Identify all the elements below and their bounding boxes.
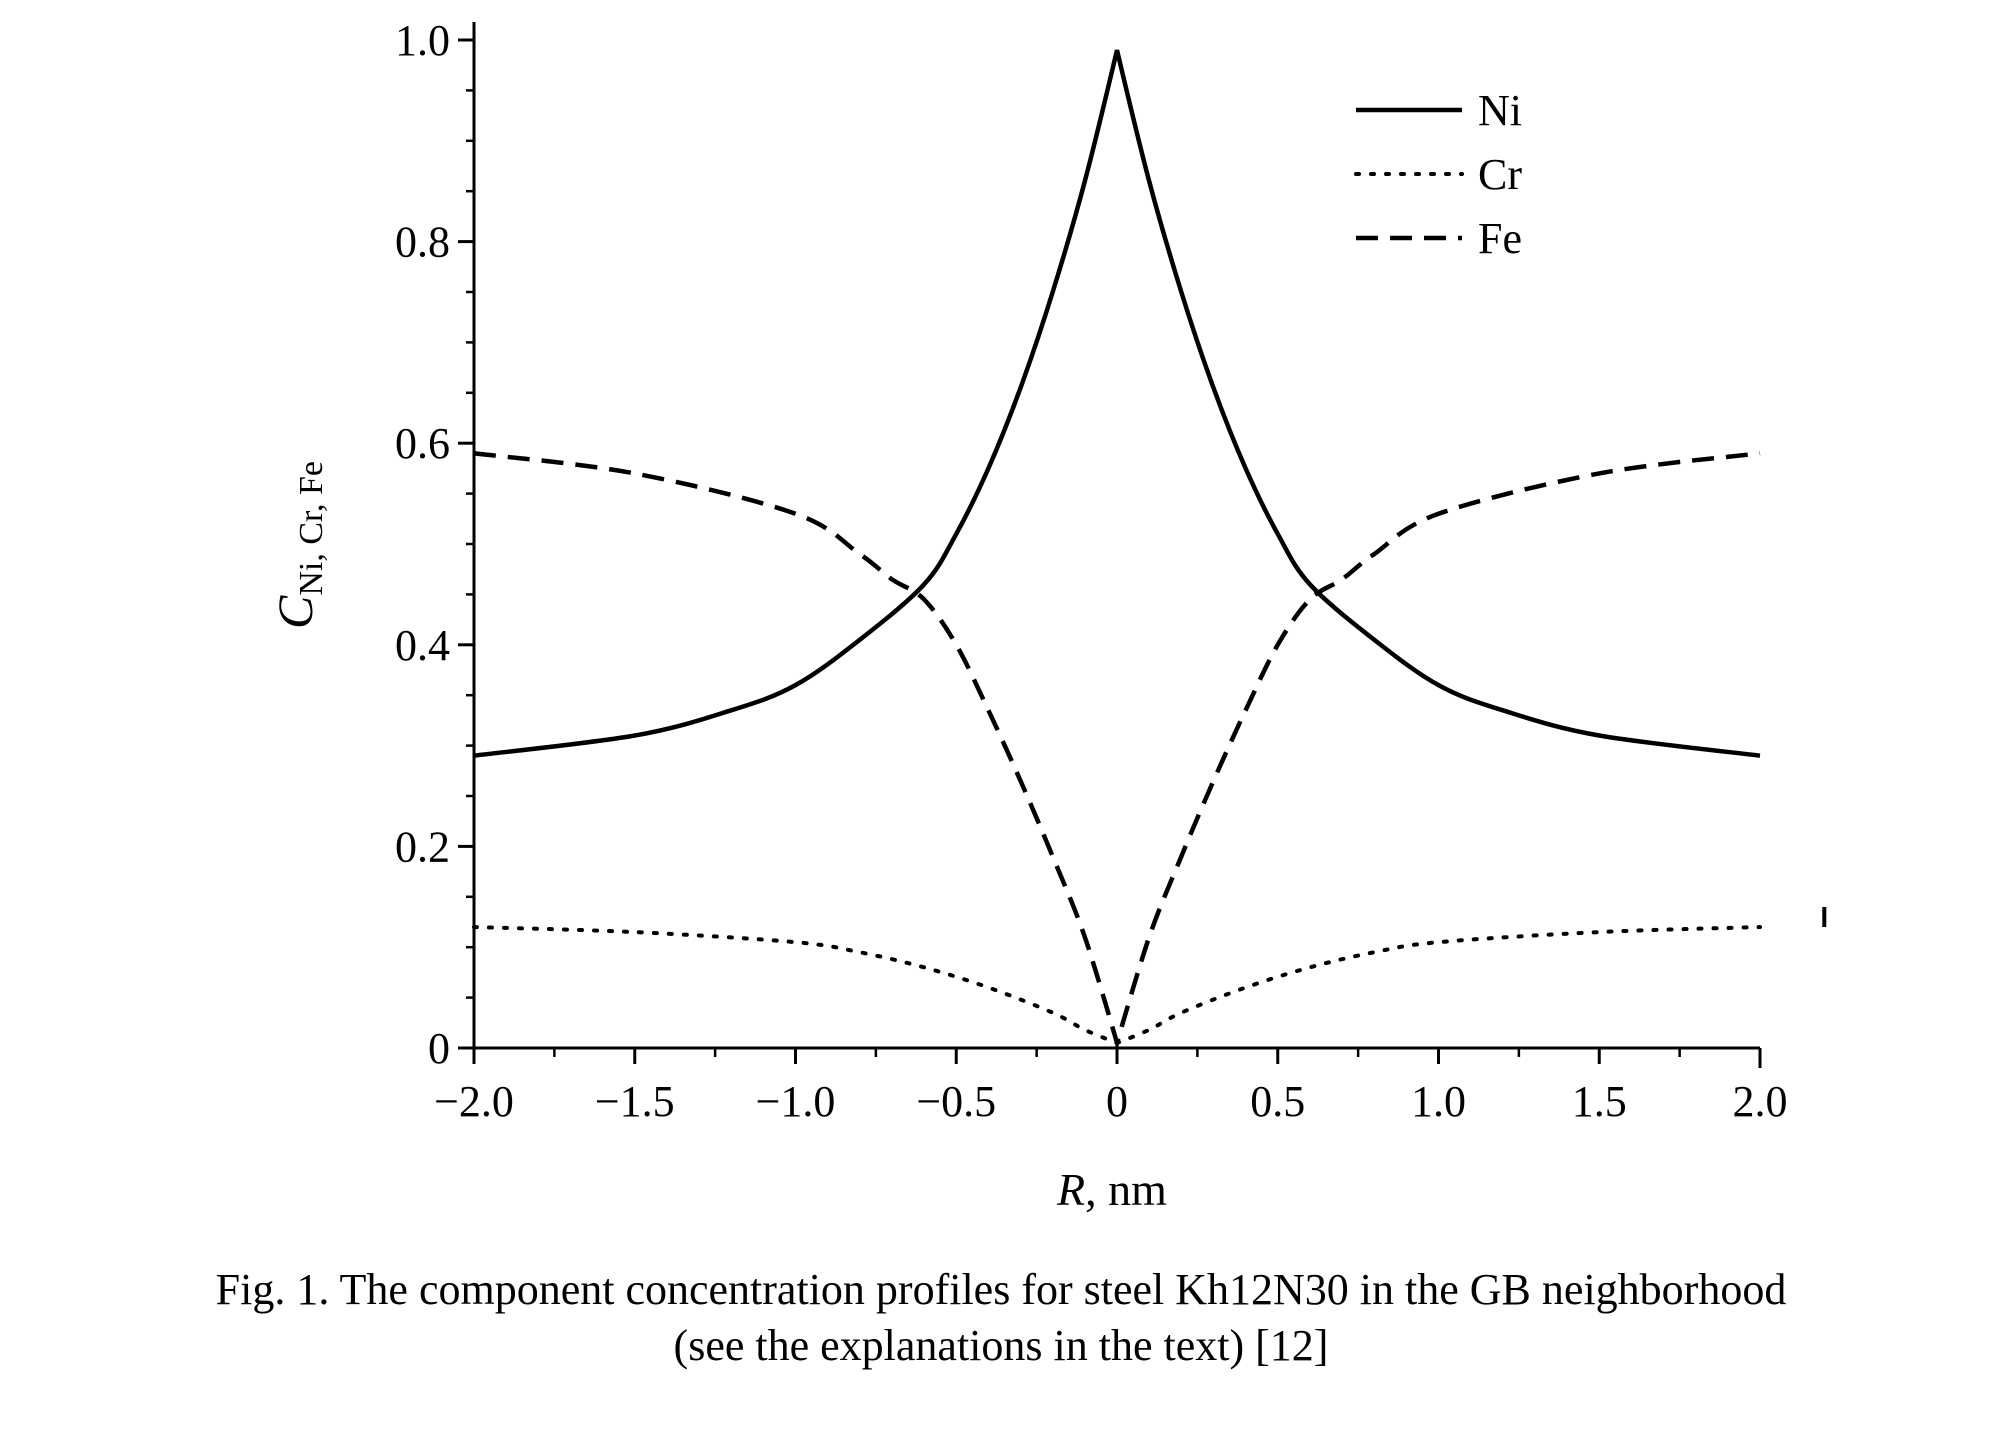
x-tick-label: −0.5 xyxy=(916,1077,996,1126)
series-ni-line xyxy=(473,49,1761,758)
legend-label-ni: Ni xyxy=(1478,86,1522,135)
y-ticks: 0 0.2 0.4 0.6 0.8 1.0 xyxy=(395,16,474,1073)
legend-label-fe: Fe xyxy=(1478,214,1522,263)
series-layer xyxy=(472,49,1827,1052)
caption-line-2: (see the explanations in the text) [12] xyxy=(673,1321,1329,1370)
axes xyxy=(460,22,1762,1068)
y-tick-label: 0.6 xyxy=(395,419,450,468)
y-tick-label: 1.0 xyxy=(395,16,450,65)
x-tick-label: −1.5 xyxy=(595,1077,675,1126)
x-ticks: −2.0 −1.5 −1.0 −0.5 0 0.5 1.0 1.5 2.0 xyxy=(434,1048,1788,1126)
x-tick-label: 1.0 xyxy=(1411,1077,1466,1126)
figure-caption: Fig. 1. The component concentration prof… xyxy=(0,1262,2002,1374)
x-tick-label: 2.0 xyxy=(1733,1077,1788,1126)
y-tick-label: 0.8 xyxy=(395,218,450,267)
series-cr-line xyxy=(472,925,1762,1046)
y-tick-label: 0.4 xyxy=(395,621,450,670)
y-tick-label: 0.2 xyxy=(395,822,450,871)
y-tick-label: 0 xyxy=(428,1024,450,1073)
x-tick-label: 1.5 xyxy=(1572,1077,1627,1126)
legend: Ni Cr Fe xyxy=(1354,86,1522,263)
series-fe-line xyxy=(473,451,1761,1052)
y-axis-label: CNi, Cr, Fe xyxy=(267,461,330,629)
x-tick-label: −1.0 xyxy=(756,1077,836,1126)
x-tick-label: −2.0 xyxy=(434,1077,514,1126)
chart: −2.0 −1.5 −1.0 −0.5 0 0.5 1.0 1.5 2.0 0 0.2 0.4 0.6… xyxy=(267,16,1827,1215)
caption-line-1: Fig. 1. The component concentration prof… xyxy=(215,1265,1787,1314)
x-tick-label: 0.5 xyxy=(1250,1077,1305,1126)
legend-label-cr: Cr xyxy=(1478,150,1522,199)
x-tick-label: 0 xyxy=(1106,1077,1128,1126)
x-axis-label: R, nm xyxy=(1056,1164,1167,1215)
